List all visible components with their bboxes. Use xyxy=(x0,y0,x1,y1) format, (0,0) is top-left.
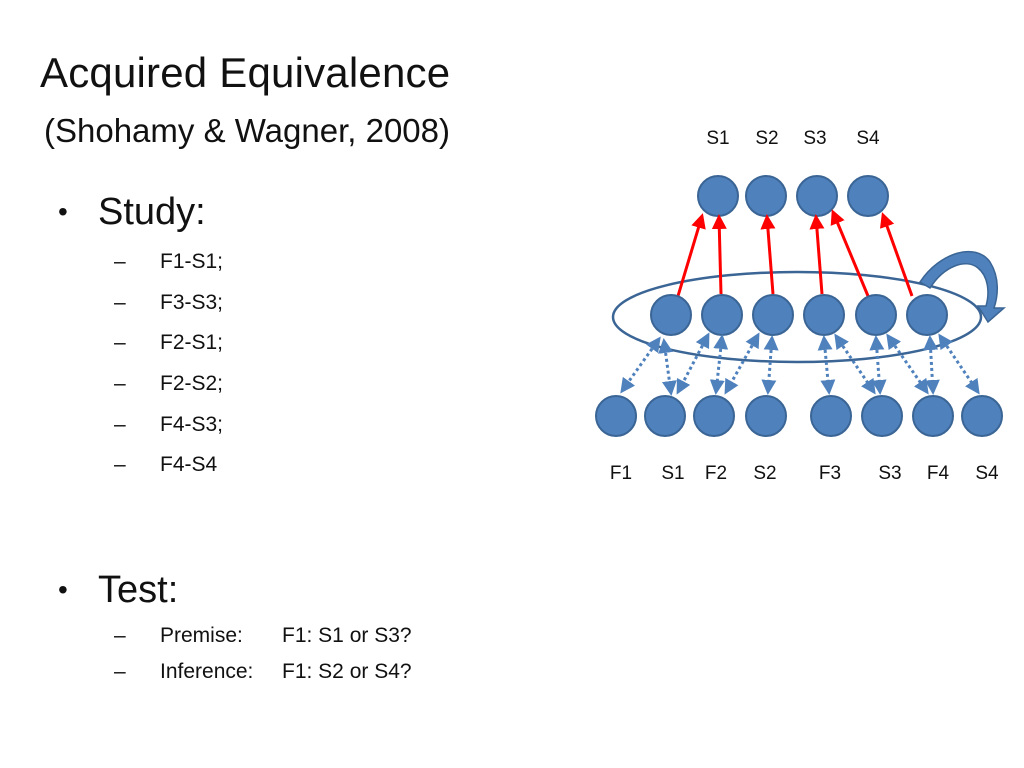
bottom-label: S3 xyxy=(878,463,901,484)
list-item: – F3-S3; xyxy=(58,283,223,324)
study-item: F1-S1; xyxy=(160,250,224,274)
red-arrow xyxy=(809,214,825,295)
test-list: – Premise: F1: S1 or S3? – Inference: F1: S2… xyxy=(58,618,412,690)
dash-icon: – xyxy=(114,372,126,396)
top-label: S1 xyxy=(706,128,729,149)
dotted-arrow xyxy=(869,335,887,395)
bottom-node-s3 xyxy=(861,395,903,437)
test-heading-text: Test: xyxy=(98,568,179,611)
red-arrow xyxy=(830,209,870,297)
top-node-s4 xyxy=(847,175,889,217)
dotted-arrow xyxy=(676,332,710,395)
dotted-arrow xyxy=(938,333,980,395)
bottom-node-f2 xyxy=(693,395,735,437)
test-item-value: F1: S1 or S3? xyxy=(282,624,412,647)
study-heading-text: Study: xyxy=(98,190,206,233)
list-item: – Premise: F1: S1 or S3? xyxy=(58,618,412,654)
study-item: F3-S3; xyxy=(160,290,224,314)
dash-icon: – xyxy=(114,412,126,436)
bottom-label: S2 xyxy=(753,463,776,484)
red-arrow xyxy=(676,213,706,297)
study-item: F2-S2; xyxy=(160,372,224,396)
dotted-arrow xyxy=(834,333,876,395)
list-item: – F4-S3; xyxy=(58,404,223,445)
red-arrow xyxy=(879,212,914,297)
dotted-arrow xyxy=(724,332,760,395)
dotted-arrow xyxy=(817,335,836,395)
study-item: F4-S3; xyxy=(160,412,224,436)
study-list: – F1-S1; – F3-S3; – F2-S1; – F2-S2; – F4-S3; … xyxy=(58,242,223,486)
dotted-arrow xyxy=(658,338,677,396)
dash-icon: – xyxy=(114,453,126,477)
dash-icon: – xyxy=(114,290,126,314)
list-item: – F2-S2; xyxy=(58,364,223,405)
bullet-icon: • xyxy=(58,196,68,227)
slide-subtitle: (Shohamy & Wagner, 2008) xyxy=(44,112,450,149)
test-item-value: F1: S2 or S4? xyxy=(282,660,412,683)
middle-node xyxy=(650,294,692,336)
dotted-arrow xyxy=(620,336,661,394)
test-section: • Test: – Premise: F1: S1 or S3? – Inferenc… xyxy=(58,568,412,690)
middle-node xyxy=(701,294,743,336)
study-heading: • Study: xyxy=(58,190,223,234)
bottom-label: F4 xyxy=(927,463,950,484)
top-node-s3 xyxy=(796,175,838,217)
dotted-arrows xyxy=(620,332,980,396)
middle-node xyxy=(906,294,948,336)
list-item: – Inference: F1: S2 or S4? xyxy=(58,654,412,690)
red-arrows xyxy=(676,209,914,297)
red-arrow xyxy=(760,214,776,295)
bottom-node-s4 xyxy=(961,395,1003,437)
test-item-label: Premise: xyxy=(160,624,243,647)
slide-title: Acquired Equivalence xyxy=(40,49,451,96)
bottom-label: S4 xyxy=(975,463,999,484)
list-item: – F4-S4 xyxy=(58,445,223,486)
dash-icon: – xyxy=(114,250,126,274)
dash-icon: – xyxy=(114,624,126,647)
top-label: S3 xyxy=(803,128,826,149)
red-arrow xyxy=(711,214,727,295)
dotted-arrow xyxy=(923,335,940,395)
top-node-s2 xyxy=(745,175,787,217)
recurrent-arrow-icon xyxy=(918,251,1006,324)
middle-node xyxy=(803,294,845,336)
dash-icon: – xyxy=(114,331,126,355)
study-section: • Study: – F1-S1; – F3-S3; – F2-S1; – F2-S2;… xyxy=(58,190,223,486)
bottom-label: F1 xyxy=(610,463,632,484)
bottom-label: S1 xyxy=(661,463,684,484)
test-item-label: Inference: xyxy=(160,660,254,683)
middle-node xyxy=(752,294,794,336)
top-label: S2 xyxy=(755,128,778,149)
middle-node xyxy=(855,294,897,336)
dotted-arrow xyxy=(709,334,729,395)
dash-icon: – xyxy=(114,660,126,683)
bottom-label: F3 xyxy=(819,463,841,484)
bottom-node-s2 xyxy=(745,395,787,437)
hidden-layer-ellipse xyxy=(611,270,983,364)
list-item: – F2-S1; xyxy=(58,323,223,364)
dotted-arrow xyxy=(761,335,779,395)
study-item: F2-S1; xyxy=(160,331,224,355)
bottom-node-f3 xyxy=(810,395,852,437)
bottom-node-f1 xyxy=(595,395,637,437)
test-heading: • Test: xyxy=(58,568,412,612)
bottom-node-f4 xyxy=(912,395,954,437)
bottom-node-s1 xyxy=(644,395,686,437)
dotted-arrow xyxy=(886,333,929,395)
top-label: S4 xyxy=(856,128,880,149)
top-node-s1 xyxy=(697,175,739,217)
bottom-label: F2 xyxy=(705,463,727,484)
list-item: – F1-S1; xyxy=(58,242,223,283)
study-item: F4-S4 xyxy=(160,453,218,477)
bullet-icon: • xyxy=(58,574,68,605)
